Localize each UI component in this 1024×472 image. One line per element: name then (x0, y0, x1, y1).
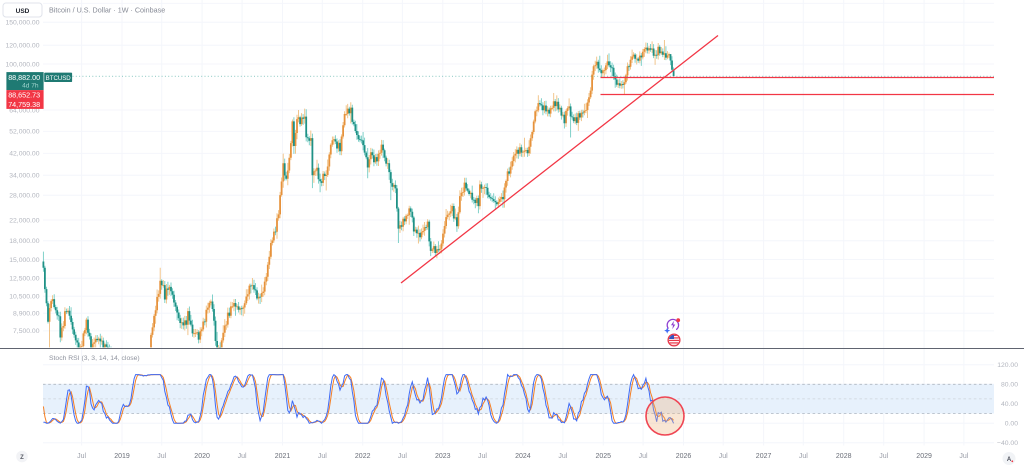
svg-text:34,000.00: 34,000.00 (9, 173, 39, 180)
svg-text:Jul: Jul (799, 453, 808, 460)
svg-text:120.00: 120.00 (997, 362, 1018, 369)
svg-text:88,882.00: 88,882.00 (8, 73, 40, 82)
svg-text:64,000.00: 64,000.00 (9, 107, 39, 114)
svg-text:Jul: Jul (879, 453, 888, 460)
svg-text:Stoch RSI (3, 3, 14, 14, close: Stoch RSI (3, 3, 14, 14, close) (49, 355, 140, 362)
svg-text:80.00: 80.00 (1001, 382, 1018, 389)
svg-text:A: A (1007, 457, 1012, 463)
svg-text:15,000.00: 15,000.00 (9, 257, 39, 264)
svg-text:Jul: Jul (238, 453, 247, 460)
svg-text:2024: 2024 (515, 453, 531, 460)
svg-text:8,900.00: 8,900.00 (13, 311, 40, 318)
svg-text:42,000.00: 42,000.00 (9, 151, 39, 158)
svg-text:52,000.00: 52,000.00 (9, 129, 39, 136)
svg-text:18,000.00: 18,000.00 (9, 238, 39, 245)
svg-text:Jul: Jul (639, 453, 648, 460)
svg-text:USD: USD (16, 8, 30, 15)
svg-text:4d 7h: 4d 7h (22, 82, 39, 89)
svg-text:2025: 2025 (596, 453, 612, 460)
svg-text:2027: 2027 (756, 453, 772, 460)
svg-text:Jul: Jul (398, 453, 407, 460)
svg-text:Jul: Jul (77, 453, 86, 460)
svg-text:2022: 2022 (355, 453, 371, 460)
svg-text:0.00: 0.00 (1005, 421, 1018, 428)
svg-text:2023: 2023 (435, 453, 451, 460)
svg-text:74,759.38: 74,759.38 (8, 100, 40, 109)
svg-text:Jul: Jul (959, 453, 968, 460)
svg-text:7,500.00: 7,500.00 (13, 328, 40, 335)
svg-text:10,500.00: 10,500.00 (9, 294, 39, 301)
svg-text:100,000.00: 100,000.00 (5, 61, 39, 68)
svg-text:2029: 2029 (916, 453, 932, 460)
svg-text:Jul: Jul (719, 453, 728, 460)
svg-text:2026: 2026 (676, 453, 692, 460)
svg-text:28,000.00: 28,000.00 (9, 193, 39, 200)
svg-text:Jul: Jul (478, 453, 487, 460)
svg-text:88,652.73: 88,652.73 (8, 90, 40, 99)
svg-text:2021: 2021 (275, 453, 291, 460)
svg-text:Bitcoin / U.S. Dollar · 1W · C: Bitcoin / U.S. Dollar · 1W · Coinbase (49, 6, 165, 15)
svg-text:120,000.00: 120,000.00 (5, 43, 39, 50)
svg-text:12,500.00: 12,500.00 (9, 276, 39, 283)
svg-text:Jul: Jul (318, 453, 327, 460)
svg-text:Jul: Jul (558, 453, 567, 460)
svg-text:22,000.00: 22,000.00 (9, 217, 39, 224)
svg-text:40.00: 40.00 (1001, 401, 1018, 408)
svg-text:150,000.00: 150,000.00 (5, 20, 39, 27)
svg-text:Z: Z (20, 455, 24, 461)
svg-text:2028: 2028 (836, 453, 852, 460)
svg-text:BTCUSD: BTCUSD (46, 75, 72, 82)
svg-text:Jul: Jul (157, 453, 166, 460)
svg-text:−40.00: −40.00 (997, 440, 1018, 447)
svg-text:2019: 2019 (114, 453, 130, 460)
svg-text:2020: 2020 (194, 453, 210, 460)
